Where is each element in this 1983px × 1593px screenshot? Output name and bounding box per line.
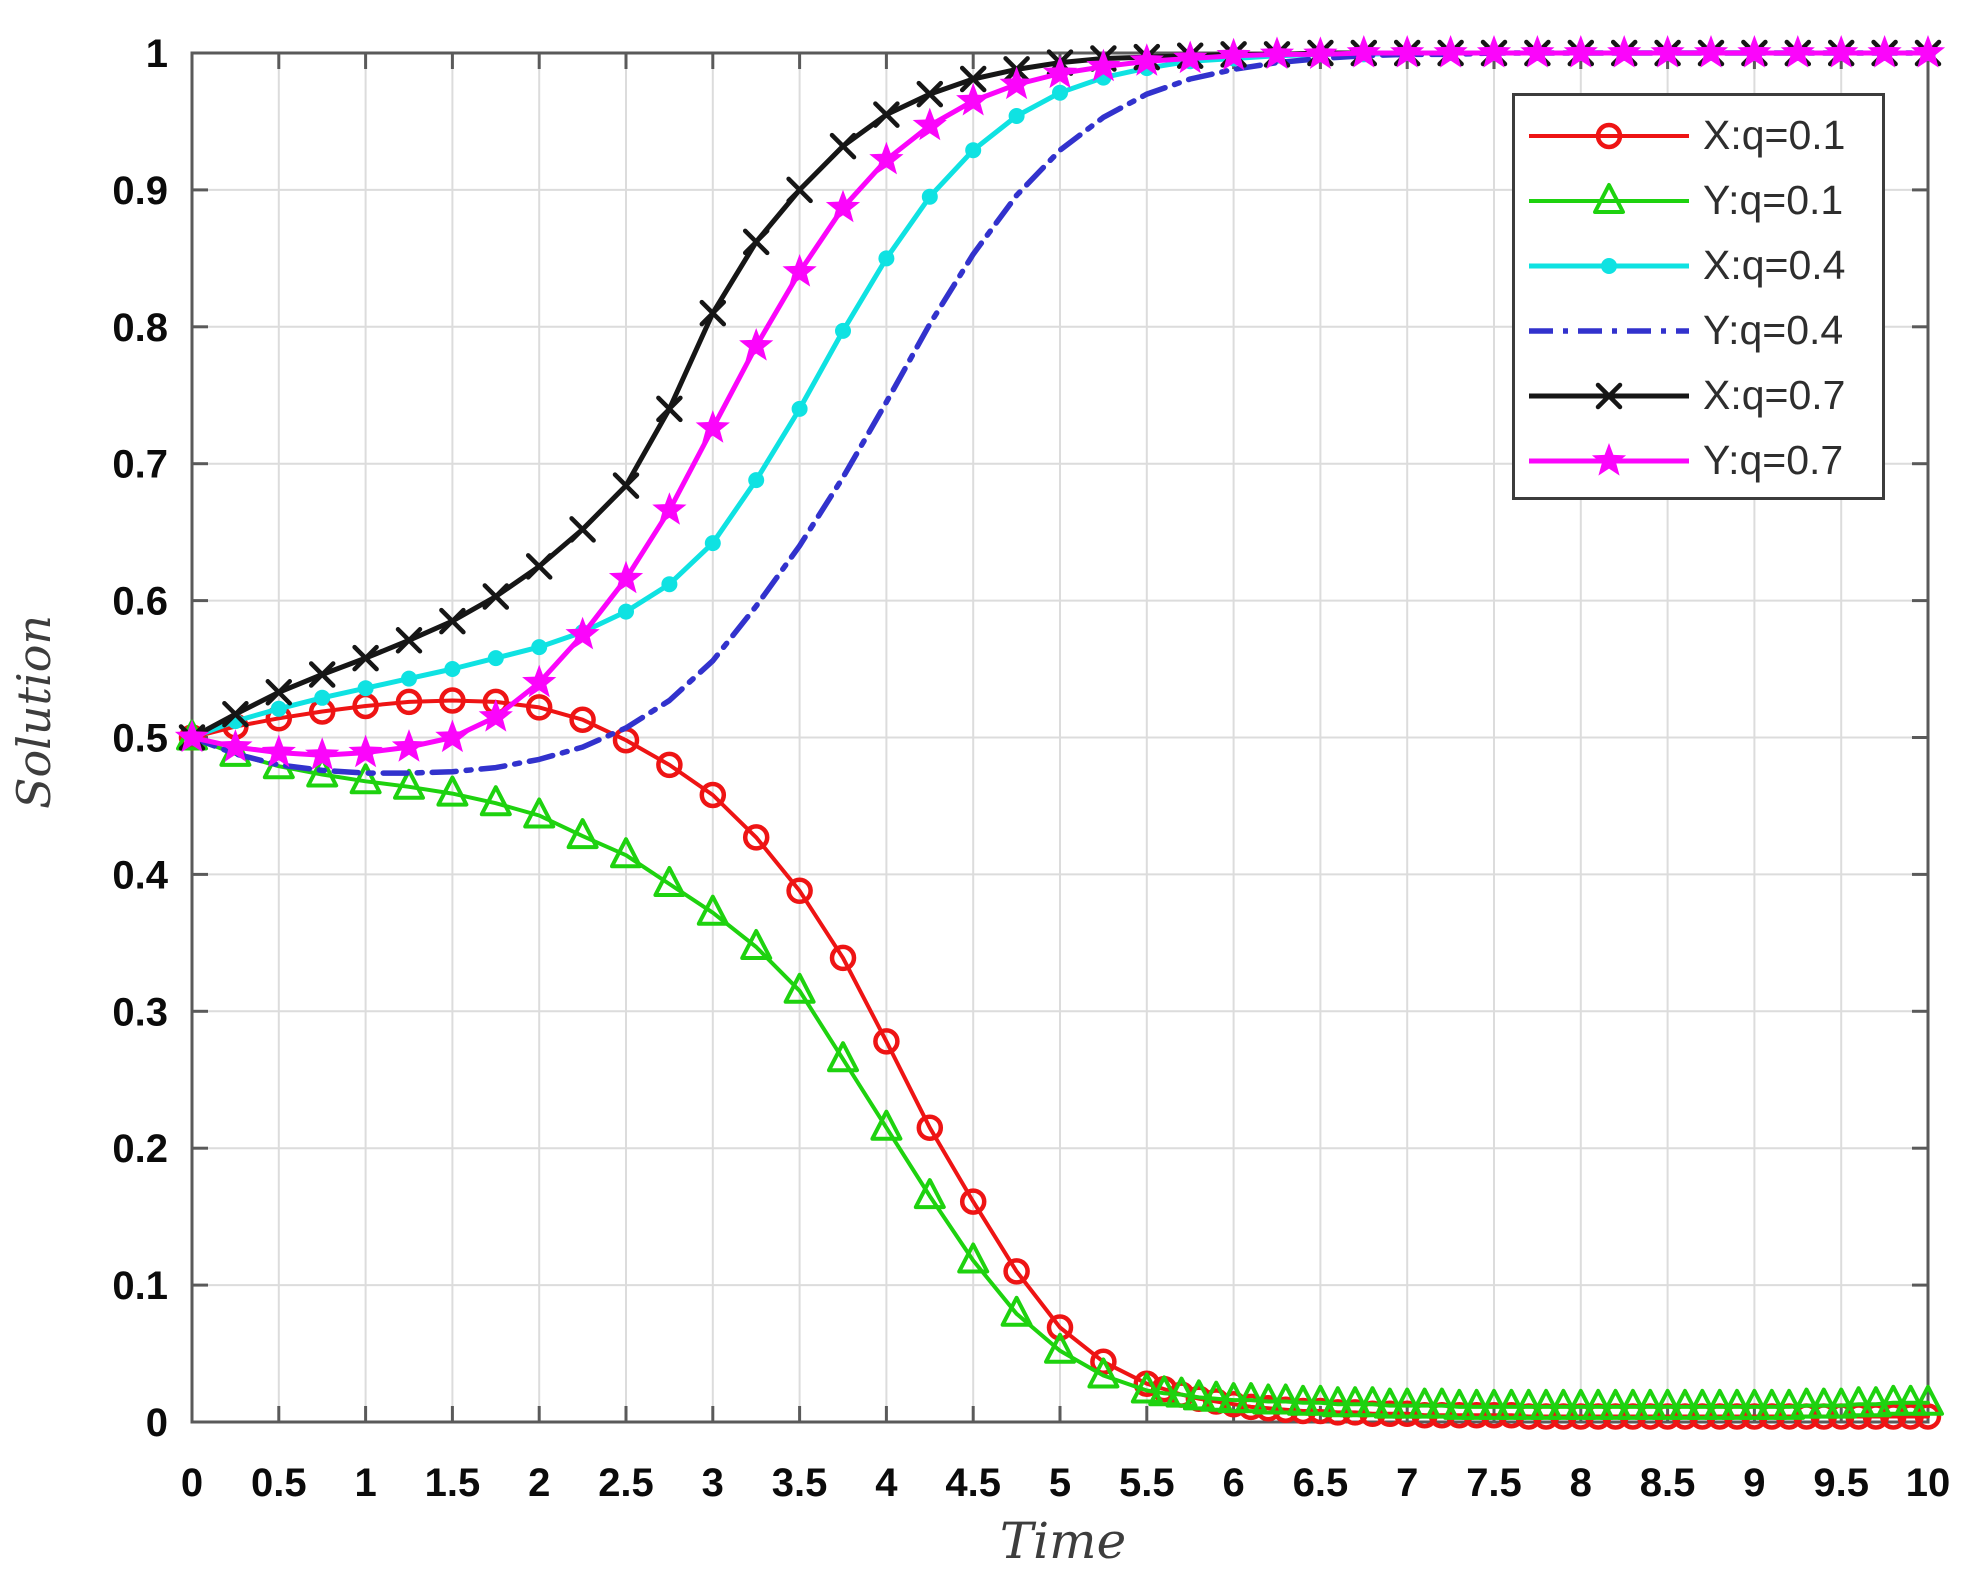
y-tick-label: 1	[146, 32, 168, 76]
legend-sample-x-q-0-7	[1529, 382, 1689, 409]
legend-entry-x-q-0-4: X:q=0.4	[1515, 233, 1882, 298]
series-y-q-0-7	[174, 35, 1946, 770]
x-tick-label: 0.5	[251, 1461, 307, 1505]
x-tick-label: 9.5	[1813, 1461, 1869, 1505]
y-tick-label: 0.5	[112, 717, 168, 761]
grid-lines	[192, 53, 1928, 1422]
x-axis-label: Time	[999, 1512, 1127, 1570]
y-tick-label: 0.3	[112, 990, 168, 1034]
y-tick-labels: 0 0.1 0.2 0.3 0.4 0.5 0.6 0.7 0.8 0.9 1	[112, 32, 168, 1445]
x-tick-label: 7	[1396, 1461, 1418, 1505]
x-tick-label: 3.5	[772, 1461, 828, 1505]
legend-entry-x-q-0-1: X:q=0.1	[1515, 103, 1882, 168]
x-tick-label: 10	[1906, 1461, 1951, 1505]
x-tick-label: 1.5	[425, 1461, 481, 1505]
series-y-q-0-1	[176, 719, 1944, 1420]
legend-entry-y-q-0-4: Y:q=0.4	[1515, 298, 1882, 363]
legend-sample-y-q-0-7	[1529, 442, 1689, 476]
legend-label-x-q-0-7: X:q=0.7	[1703, 372, 1846, 418]
legend-label-x-q-0-4: X:q=0.4	[1703, 242, 1846, 288]
y-tick-label: 0.6	[112, 580, 168, 624]
x-tick-label: 2.5	[598, 1461, 654, 1505]
legend-box: X:q=0.1 Y:q=0.1 X:q=0.4 Y:q=0.4 X:q=0.7 Y:q=0…	[1512, 93, 1885, 500]
x-tick-label: 7.5	[1466, 1461, 1522, 1505]
x-tick-label: 2	[528, 1461, 550, 1505]
y-axis-label: Solution	[7, 614, 61, 810]
legend-sample-y-q-0-4	[1529, 327, 1689, 334]
x-tick-label: 5	[1049, 1461, 1071, 1505]
x-tick-label: 8.5	[1640, 1461, 1696, 1505]
y-tick-label: 0.1	[112, 1264, 168, 1308]
x-tick-label: 6.5	[1293, 1461, 1349, 1505]
legend-label-y-q-0-4: Y:q=0.4	[1703, 307, 1844, 353]
y-tick-label: 0	[146, 1401, 168, 1445]
x-tick-label: 9	[1743, 1461, 1765, 1505]
y-tick-label: 0.9	[112, 169, 168, 213]
legend-label-y-q-0-1: Y:q=0.1	[1703, 177, 1844, 223]
x-tick-label: 1	[354, 1461, 376, 1505]
x-tick-label: 5.5	[1119, 1461, 1175, 1505]
legend-sample-x-q-0-1	[1529, 122, 1689, 149]
x-tick-label: 4.5	[945, 1461, 1001, 1505]
y-tick-label: 0.4	[112, 853, 168, 897]
x-tick-labels: 0 0.5 1 1.5 2 2.5 3 3.5 4 4.5 5 5.5 6 6.5 7 7.5 8 8.5 9 9.5…	[181, 1461, 1950, 1505]
y-tick-label: 0.7	[112, 443, 168, 487]
legend-sample-y-q-0-1	[1529, 182, 1689, 214]
legend-entry-y-q-0-1: Y:q=0.1	[1515, 168, 1882, 233]
x-tick-label: 6	[1222, 1461, 1244, 1505]
x-tick-label: 0	[181, 1461, 203, 1505]
y-tick-label: 0.8	[112, 306, 168, 350]
y-tick-label: 0.2	[112, 1127, 168, 1171]
x-tick-label: 4	[875, 1461, 898, 1505]
x-tick-label: 8	[1570, 1461, 1592, 1505]
legend-label-y-q-0-7: Y:q=0.7	[1703, 437, 1844, 483]
legend-sample-x-q-0-4	[1529, 257, 1689, 274]
legend-label-x-q-0-1: X:q=0.1	[1703, 112, 1846, 158]
legend-entry-x-q-0-7: X:q=0.7	[1515, 363, 1882, 428]
x-tick-label: 3	[702, 1461, 724, 1505]
legend-entry-y-q-0-7: Y:q=0.7	[1515, 428, 1882, 493]
